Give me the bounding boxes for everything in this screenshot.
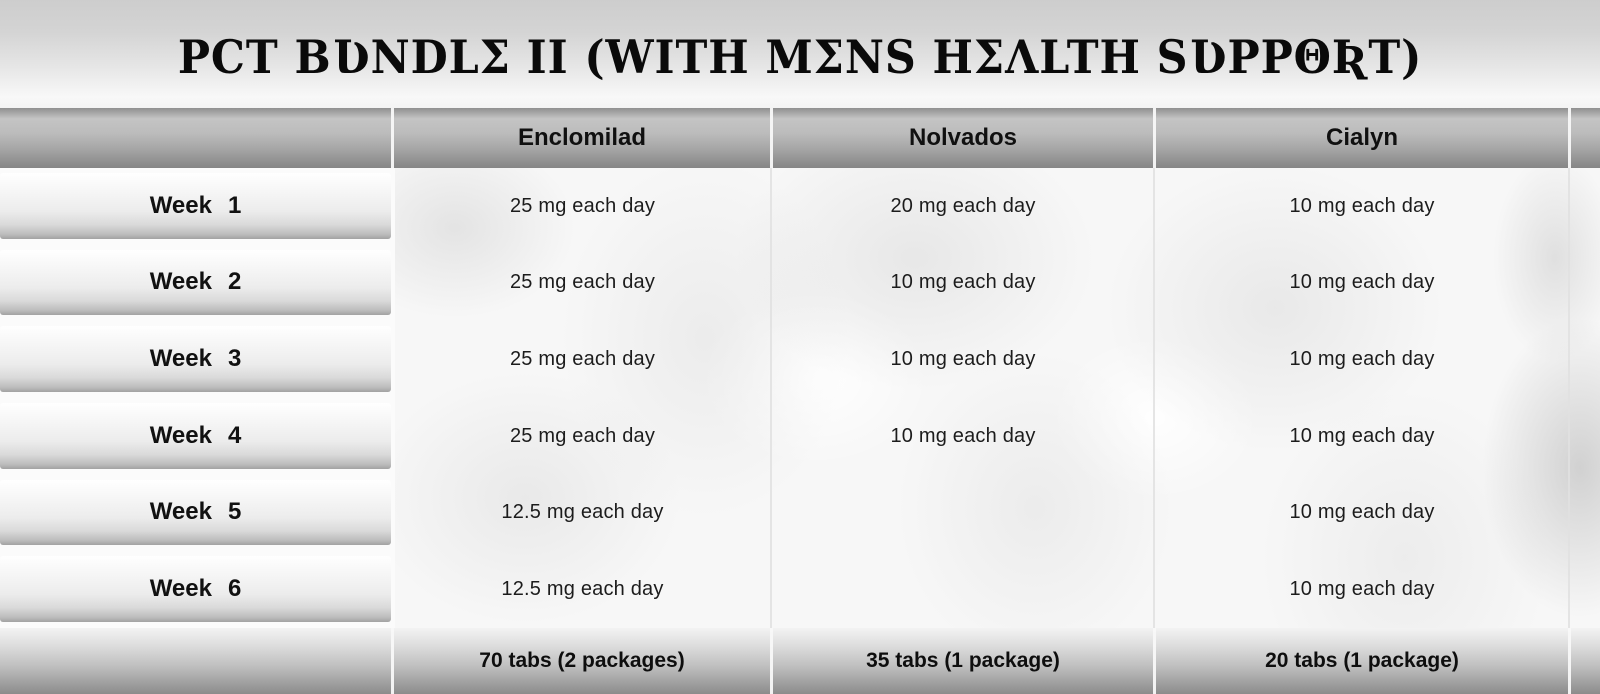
dose-cell: 10 mg each day [1289, 348, 1435, 371]
column-divider [391, 628, 394, 694]
column-divider [1568, 628, 1571, 694]
dose-cell: 10 mg each day [890, 424, 1036, 447]
column-divider [770, 628, 773, 694]
dose-cell: 20 mg each day [890, 194, 1036, 217]
week-label-column: Week 1 Week 2 Week 3 Week 4 Week 5 Week 6 [0, 168, 391, 628]
dose-cell: 10 mg each day [890, 271, 1036, 294]
week-row-label: Week 4 [0, 402, 391, 469]
table-row: 12.5 mg each day 10 mg each day [395, 551, 1600, 628]
week-row-label: Week 6 [0, 556, 391, 622]
dose-cell [773, 551, 1153, 628]
total-cell-enclomilad: 70 tabs (2 packages) [479, 649, 685, 672]
column-divider [1153, 108, 1156, 168]
table-row: 12.5 mg each day 10 mg each day [395, 475, 1600, 552]
dose-cell: 10 mg each day [1289, 194, 1435, 217]
column-divider [1153, 628, 1156, 694]
dose-cell: 10 mg each day [1289, 578, 1435, 601]
totals-row: 70 tabs (2 packages) 35 tabs (1 package)… [0, 628, 1600, 694]
column-header-nolvados: Nolvados [908, 124, 1018, 151]
dose-cell: 12.5 mg each day [501, 578, 664, 601]
week-row-label: Week 3 [0, 326, 391, 392]
title-band: PCT BƲNDLΣ II (WITH MΣNS HΣΛLTH SƲPPΘƦT) [0, 0, 1600, 108]
table-row: 25 mg each day 20 mg each day 10 mg each… [395, 168, 1600, 245]
table-body: 25 mg each day 20 mg each day 10 mg each… [0, 168, 1600, 628]
dose-cell: 25 mg each day [509, 424, 656, 447]
dose-cell: 12.5 mg each day [501, 501, 664, 524]
column-divider [391, 108, 394, 168]
column-header-cialyn: Cialyn [1325, 124, 1399, 151]
column-divider [1568, 108, 1571, 168]
week-row-label: Week 5 [0, 479, 391, 546]
page-title: PCT BƲNDLΣ II (WITH MΣNS HΣΛLTH SƲPPΘƦT) [177, 30, 1423, 84]
dose-cell: 10 mg each day [1289, 424, 1435, 447]
week-row-label: Week 1 [0, 173, 391, 239]
table-row: 25 mg each day 10 mg each day 10 mg each… [395, 321, 1600, 398]
dose-cell: 25 mg each day [509, 271, 656, 294]
total-cell-cialyn: 20 tabs (1 package) [1265, 649, 1459, 672]
table-row: 25 mg each day 10 mg each day 10 mg each… [395, 245, 1600, 322]
column-divider [770, 168, 772, 628]
column-divider [1568, 168, 1570, 628]
week-row-label: Week 2 [0, 249, 391, 316]
dose-cell: 25 mg each day [509, 348, 656, 371]
dose-cell: 10 mg each day [1289, 501, 1435, 524]
column-header-enclomilad: Enclomilad [517, 124, 647, 151]
table-row: 25 mg each day 10 mg each day 10 mg each… [395, 398, 1600, 475]
dose-cell: 10 mg each day [890, 348, 1036, 371]
column-divider [1153, 168, 1155, 628]
dose-cell: 25 mg each day [509, 194, 656, 217]
dose-data-area: 25 mg each day 20 mg each day 10 mg each… [395, 168, 1600, 628]
column-divider [770, 108, 773, 168]
dose-cell [773, 475, 1153, 552]
dose-cell: 10 mg each day [1289, 271, 1435, 294]
total-cell-nolvados: 35 tabs (1 package) [866, 649, 1060, 672]
table-header-row: Enclomilad Nolvados Cialyn [0, 108, 1600, 168]
